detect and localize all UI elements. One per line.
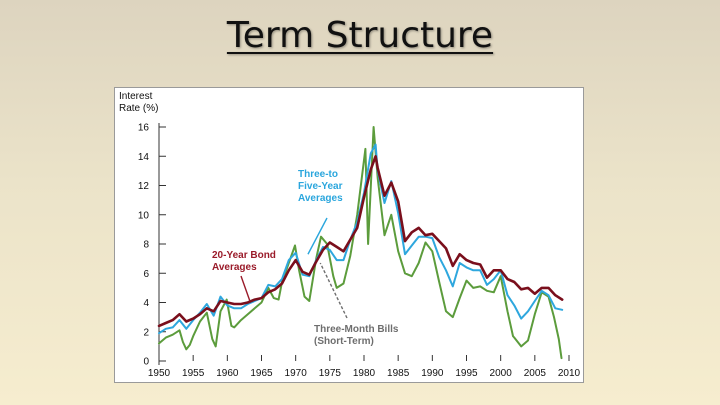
x-tick-label: 1955 [182,368,205,379]
annotation-fiveYear-line-2: Five-Year [298,181,343,192]
annotation-bond20-line-1: 20-Year Bond [212,250,276,261]
x-tick-label: 1965 [250,368,273,379]
annotation-arrow-fiveYear [307,217,328,255]
x-tick-label: 1995 [455,368,478,379]
y-tick-label: 6 [143,269,149,280]
x-tick-label: 1985 [387,368,410,379]
annotation-fiveYear-line-3: Averages [298,193,343,204]
y-tick-label: 2 [143,327,149,338]
series-layer [157,126,564,360]
slide-title: Term Structure [0,18,720,54]
annotation-bills-line-2: (Short-Term) [314,336,374,347]
y-axis-label-line-2: Rate (%) [119,103,158,114]
x-tick-label: 1980 [353,368,376,379]
interest-rate-chart: Interest Rate (%) 0 2 4 6 8 10 12 14 16 1950 1955 1… [119,91,581,380]
annotation-arrow-bills [319,262,348,319]
series-line-bond20 [157,155,564,328]
axes: 0 2 4 6 8 10 12 14 16 1950 1955 1960 1965 1970 1975 198… [138,123,581,380]
y-tick-label: 16 [138,123,150,134]
y-axis-label-line-1: Interest [119,91,153,102]
x-tick-label: 2005 [524,368,547,379]
y-tick-label: 0 [143,357,149,368]
x-tick-label: 1975 [319,368,342,379]
slide-title-text: Term Structure [226,15,494,56]
x-tick-label: 2010 [558,368,581,379]
x-tick-label: 1950 [148,368,171,379]
series-line-bills [158,126,563,360]
y-tick-label: 8 [143,240,149,251]
x-tick-label: 2000 [490,368,513,379]
annotation-fiveYear-line-1: Three-to [298,169,338,180]
chart-frame: Interest Rate (%) 0 2 4 6 8 10 12 14 16 1950 1955 1… [114,87,584,383]
annotation-arrow-bond20 [240,275,251,302]
y-tick-label: 14 [138,152,150,163]
x-tick-label: 1970 [285,368,308,379]
y-tick-label: 10 [138,210,150,221]
annotation-bond20-line-2: Averages [212,262,257,273]
x-tick-label: 1990 [421,368,444,379]
x-tick-label: 1960 [216,368,239,379]
y-tick-label: 12 [138,181,150,192]
y-tick-label: 4 [143,298,149,309]
annotation-bills-line-1: Three-Month Bills [314,324,399,335]
